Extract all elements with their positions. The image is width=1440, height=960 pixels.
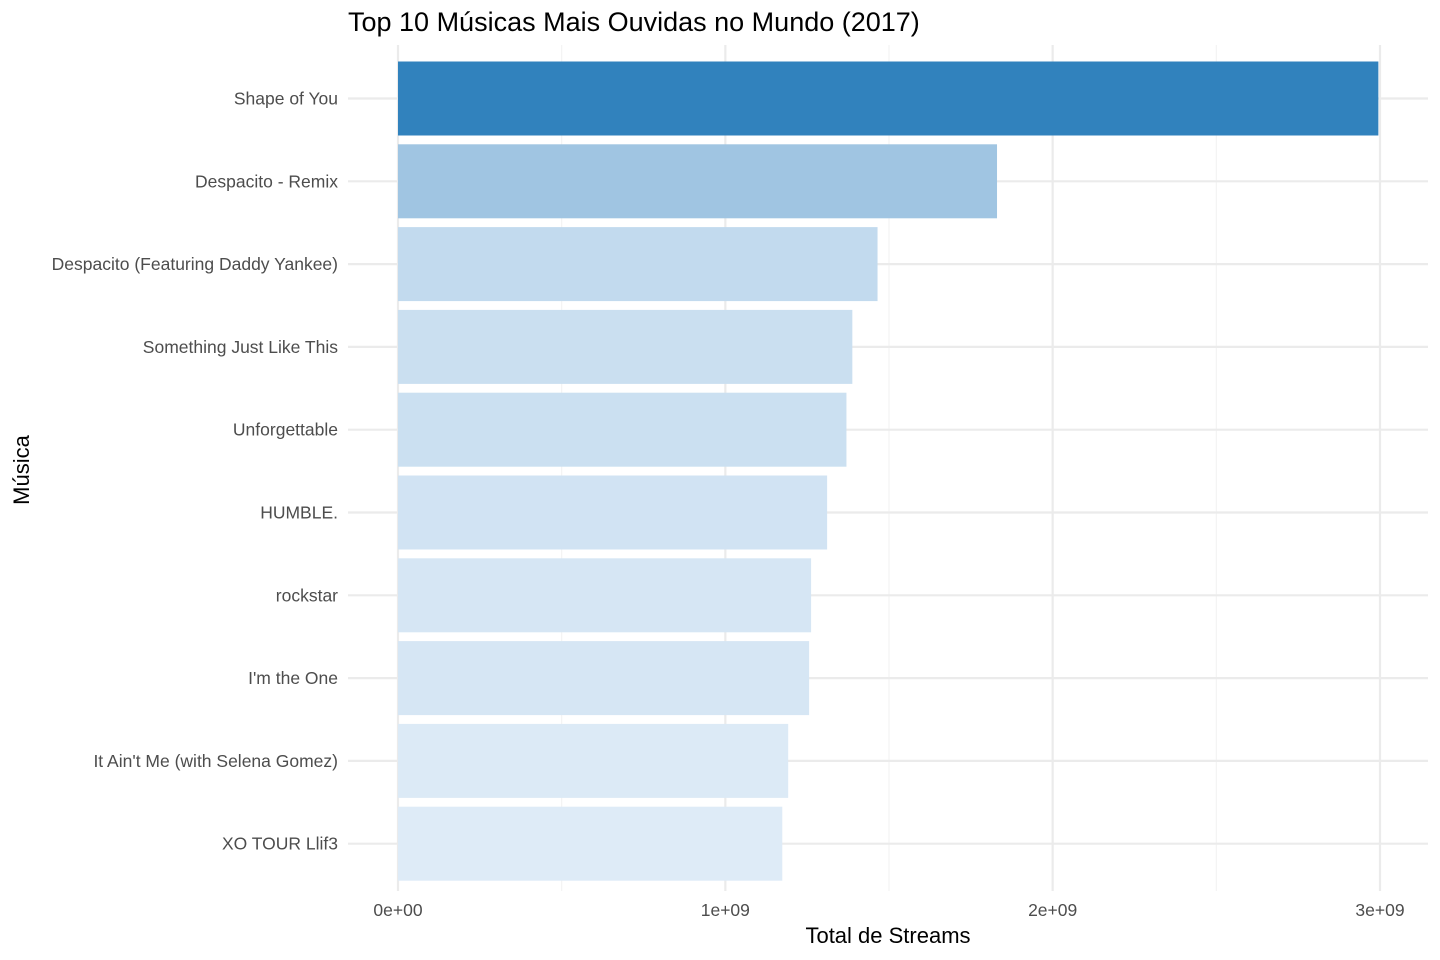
- y-tick-label: Shape of You: [234, 89, 338, 109]
- bar: [398, 61, 1379, 136]
- x-tick-label: 0e+00: [373, 900, 422, 920]
- x-tick-label: 3e+09: [1355, 900, 1404, 920]
- bar: [398, 723, 789, 798]
- y-axis-title: Música: [9, 434, 34, 504]
- bar: [398, 806, 783, 881]
- y-tick-label: Despacito (Featuring Daddy Yankee): [52, 254, 338, 274]
- bar: [398, 227, 878, 302]
- x-tick-label: 1e+09: [701, 900, 750, 920]
- y-tick-labels: Shape of You Despacito - Remix Despacito (…: [52, 89, 339, 854]
- x-axis-title: Total de Streams: [805, 923, 970, 948]
- bar: [398, 558, 812, 633]
- chart-title: Top 10 Músicas Mais Ouvidas no Mundo (20…: [348, 7, 920, 37]
- bar: [398, 392, 847, 467]
- y-tick-label: It Ain't Me (with Selena Gomez): [93, 751, 338, 771]
- bars: [398, 61, 1379, 881]
- y-tick-label: I'm the One: [248, 668, 338, 688]
- y-tick-label: Unforgettable: [233, 420, 338, 440]
- y-tick-label: Something Just Like This: [143, 337, 338, 357]
- bar: [398, 641, 810, 716]
- y-tick-label: rockstar: [276, 585, 338, 605]
- x-tick-labels: 0e+00 1e+09 2e+09 3e+09: [373, 900, 1404, 920]
- bar: [398, 309, 853, 384]
- y-tick-label: Despacito - Remix: [195, 171, 338, 191]
- bar: [398, 144, 998, 219]
- y-tick-label: XO TOUR Llif3: [222, 834, 338, 854]
- y-tick-label: HUMBLE.: [260, 503, 338, 523]
- bar: [398, 475, 828, 550]
- x-tick-label: 2e+09: [1028, 900, 1077, 920]
